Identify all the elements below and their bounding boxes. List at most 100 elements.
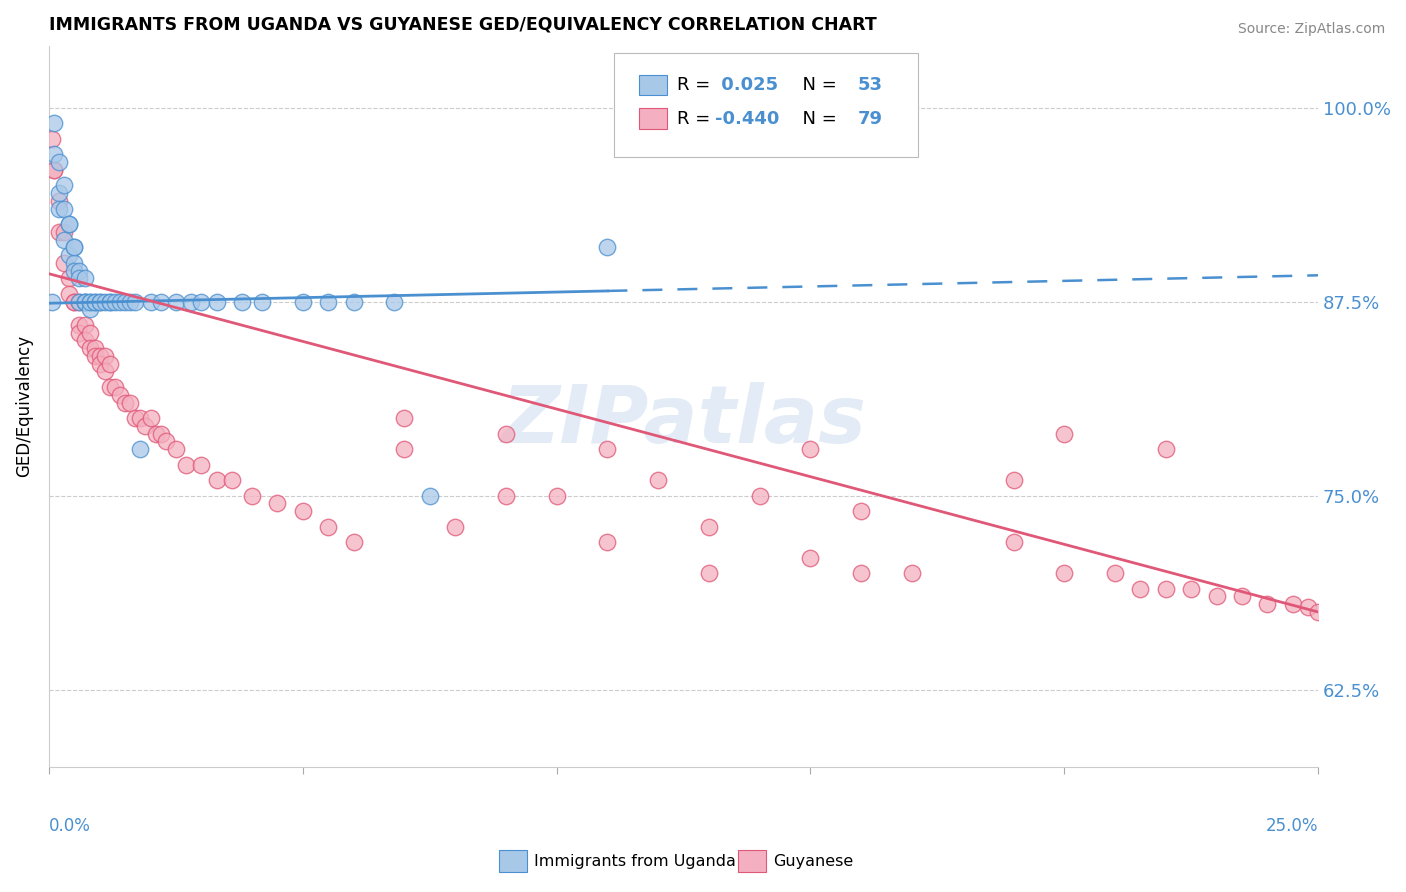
Point: [1104, 566, 1126, 581]
Point: [104, 380, 127, 394]
Point: [851, 566, 873, 581]
Point: [165, 294, 187, 309]
Point: [63, 240, 86, 254]
Point: [124, 294, 146, 309]
Text: IMMIGRANTS FROM UGANDA VS GUYANESE GED/EQUIVALENCY CORRELATION CHART: IMMIGRANTS FROM UGANDA VS GUYANESE GED/E…: [49, 15, 877, 33]
Point: [1002, 535, 1025, 549]
Point: [291, 294, 314, 309]
Point: [647, 473, 669, 487]
Point: [73, 294, 96, 309]
Point: [108, 388, 131, 402]
Point: [596, 535, 619, 549]
Point: [394, 411, 416, 425]
Point: [58, 286, 80, 301]
Point: [53, 202, 76, 216]
Point: [1256, 597, 1278, 611]
Point: [83, 294, 105, 309]
Point: [291, 504, 314, 518]
Point: [266, 496, 288, 510]
Text: 79: 79: [858, 111, 883, 128]
Text: 25.0%: 25.0%: [1265, 817, 1319, 835]
Point: [53, 178, 76, 193]
Point: [73, 294, 96, 309]
Point: [342, 294, 364, 309]
Point: [851, 504, 873, 518]
Point: [394, 442, 416, 456]
Point: [48, 202, 70, 216]
Text: 0.0%: 0.0%: [49, 817, 91, 835]
Point: [42, 116, 65, 130]
Text: N =: N =: [792, 77, 844, 95]
Point: [205, 294, 228, 309]
Point: [53, 225, 76, 239]
Point: [73, 294, 96, 309]
Point: [129, 442, 152, 456]
Point: [596, 240, 619, 254]
Point: [79, 326, 101, 340]
Point: [83, 341, 105, 355]
Text: ZIPatlas: ZIPatlas: [501, 382, 866, 460]
Point: [120, 395, 142, 409]
Point: [1154, 442, 1177, 456]
Point: [58, 248, 80, 262]
Point: [48, 155, 70, 169]
Point: [124, 411, 146, 425]
Point: [596, 442, 619, 456]
Text: Guyanese: Guyanese: [773, 855, 853, 869]
Point: [697, 519, 720, 533]
Point: [73, 318, 96, 332]
FancyBboxPatch shape: [614, 53, 918, 158]
Point: [63, 294, 86, 309]
Point: [1129, 582, 1152, 596]
Point: [89, 294, 111, 309]
Point: [342, 535, 364, 549]
Text: R =: R =: [678, 111, 716, 128]
Point: [382, 294, 405, 309]
Point: [58, 217, 80, 231]
Point: [67, 263, 90, 277]
Point: [546, 489, 568, 503]
Point: [98, 380, 121, 394]
Point: [73, 271, 96, 285]
Point: [1205, 590, 1227, 604]
Point: [145, 426, 167, 441]
Text: 0.025: 0.025: [716, 77, 779, 95]
Point: [89, 349, 111, 363]
Point: [98, 357, 121, 371]
Point: [1230, 590, 1253, 604]
Point: [174, 458, 197, 472]
Point: [444, 519, 467, 533]
Point: [316, 519, 339, 533]
Point: [98, 294, 121, 309]
Text: N =: N =: [792, 111, 844, 128]
Point: [42, 162, 65, 177]
Point: [748, 489, 770, 503]
Point: [108, 294, 131, 309]
Point: [94, 364, 117, 378]
Point: [67, 271, 90, 285]
Point: [155, 434, 177, 449]
Point: [114, 395, 136, 409]
Point: [67, 294, 90, 309]
Point: [149, 294, 172, 309]
Point: [180, 294, 202, 309]
Point: [205, 473, 228, 487]
Point: [190, 458, 212, 472]
Point: [48, 194, 70, 208]
Point: [139, 411, 162, 425]
Point: [94, 294, 117, 309]
Point: [114, 294, 136, 309]
Point: [79, 341, 101, 355]
Point: [48, 186, 70, 200]
Point: [41, 294, 63, 309]
Point: [63, 263, 86, 277]
Point: [89, 357, 111, 371]
Point: [1180, 582, 1202, 596]
Point: [79, 302, 101, 317]
Point: [1281, 597, 1303, 611]
Point: [495, 426, 517, 441]
Point: [98, 294, 121, 309]
Point: [221, 473, 243, 487]
FancyBboxPatch shape: [640, 109, 666, 128]
Point: [250, 294, 273, 309]
